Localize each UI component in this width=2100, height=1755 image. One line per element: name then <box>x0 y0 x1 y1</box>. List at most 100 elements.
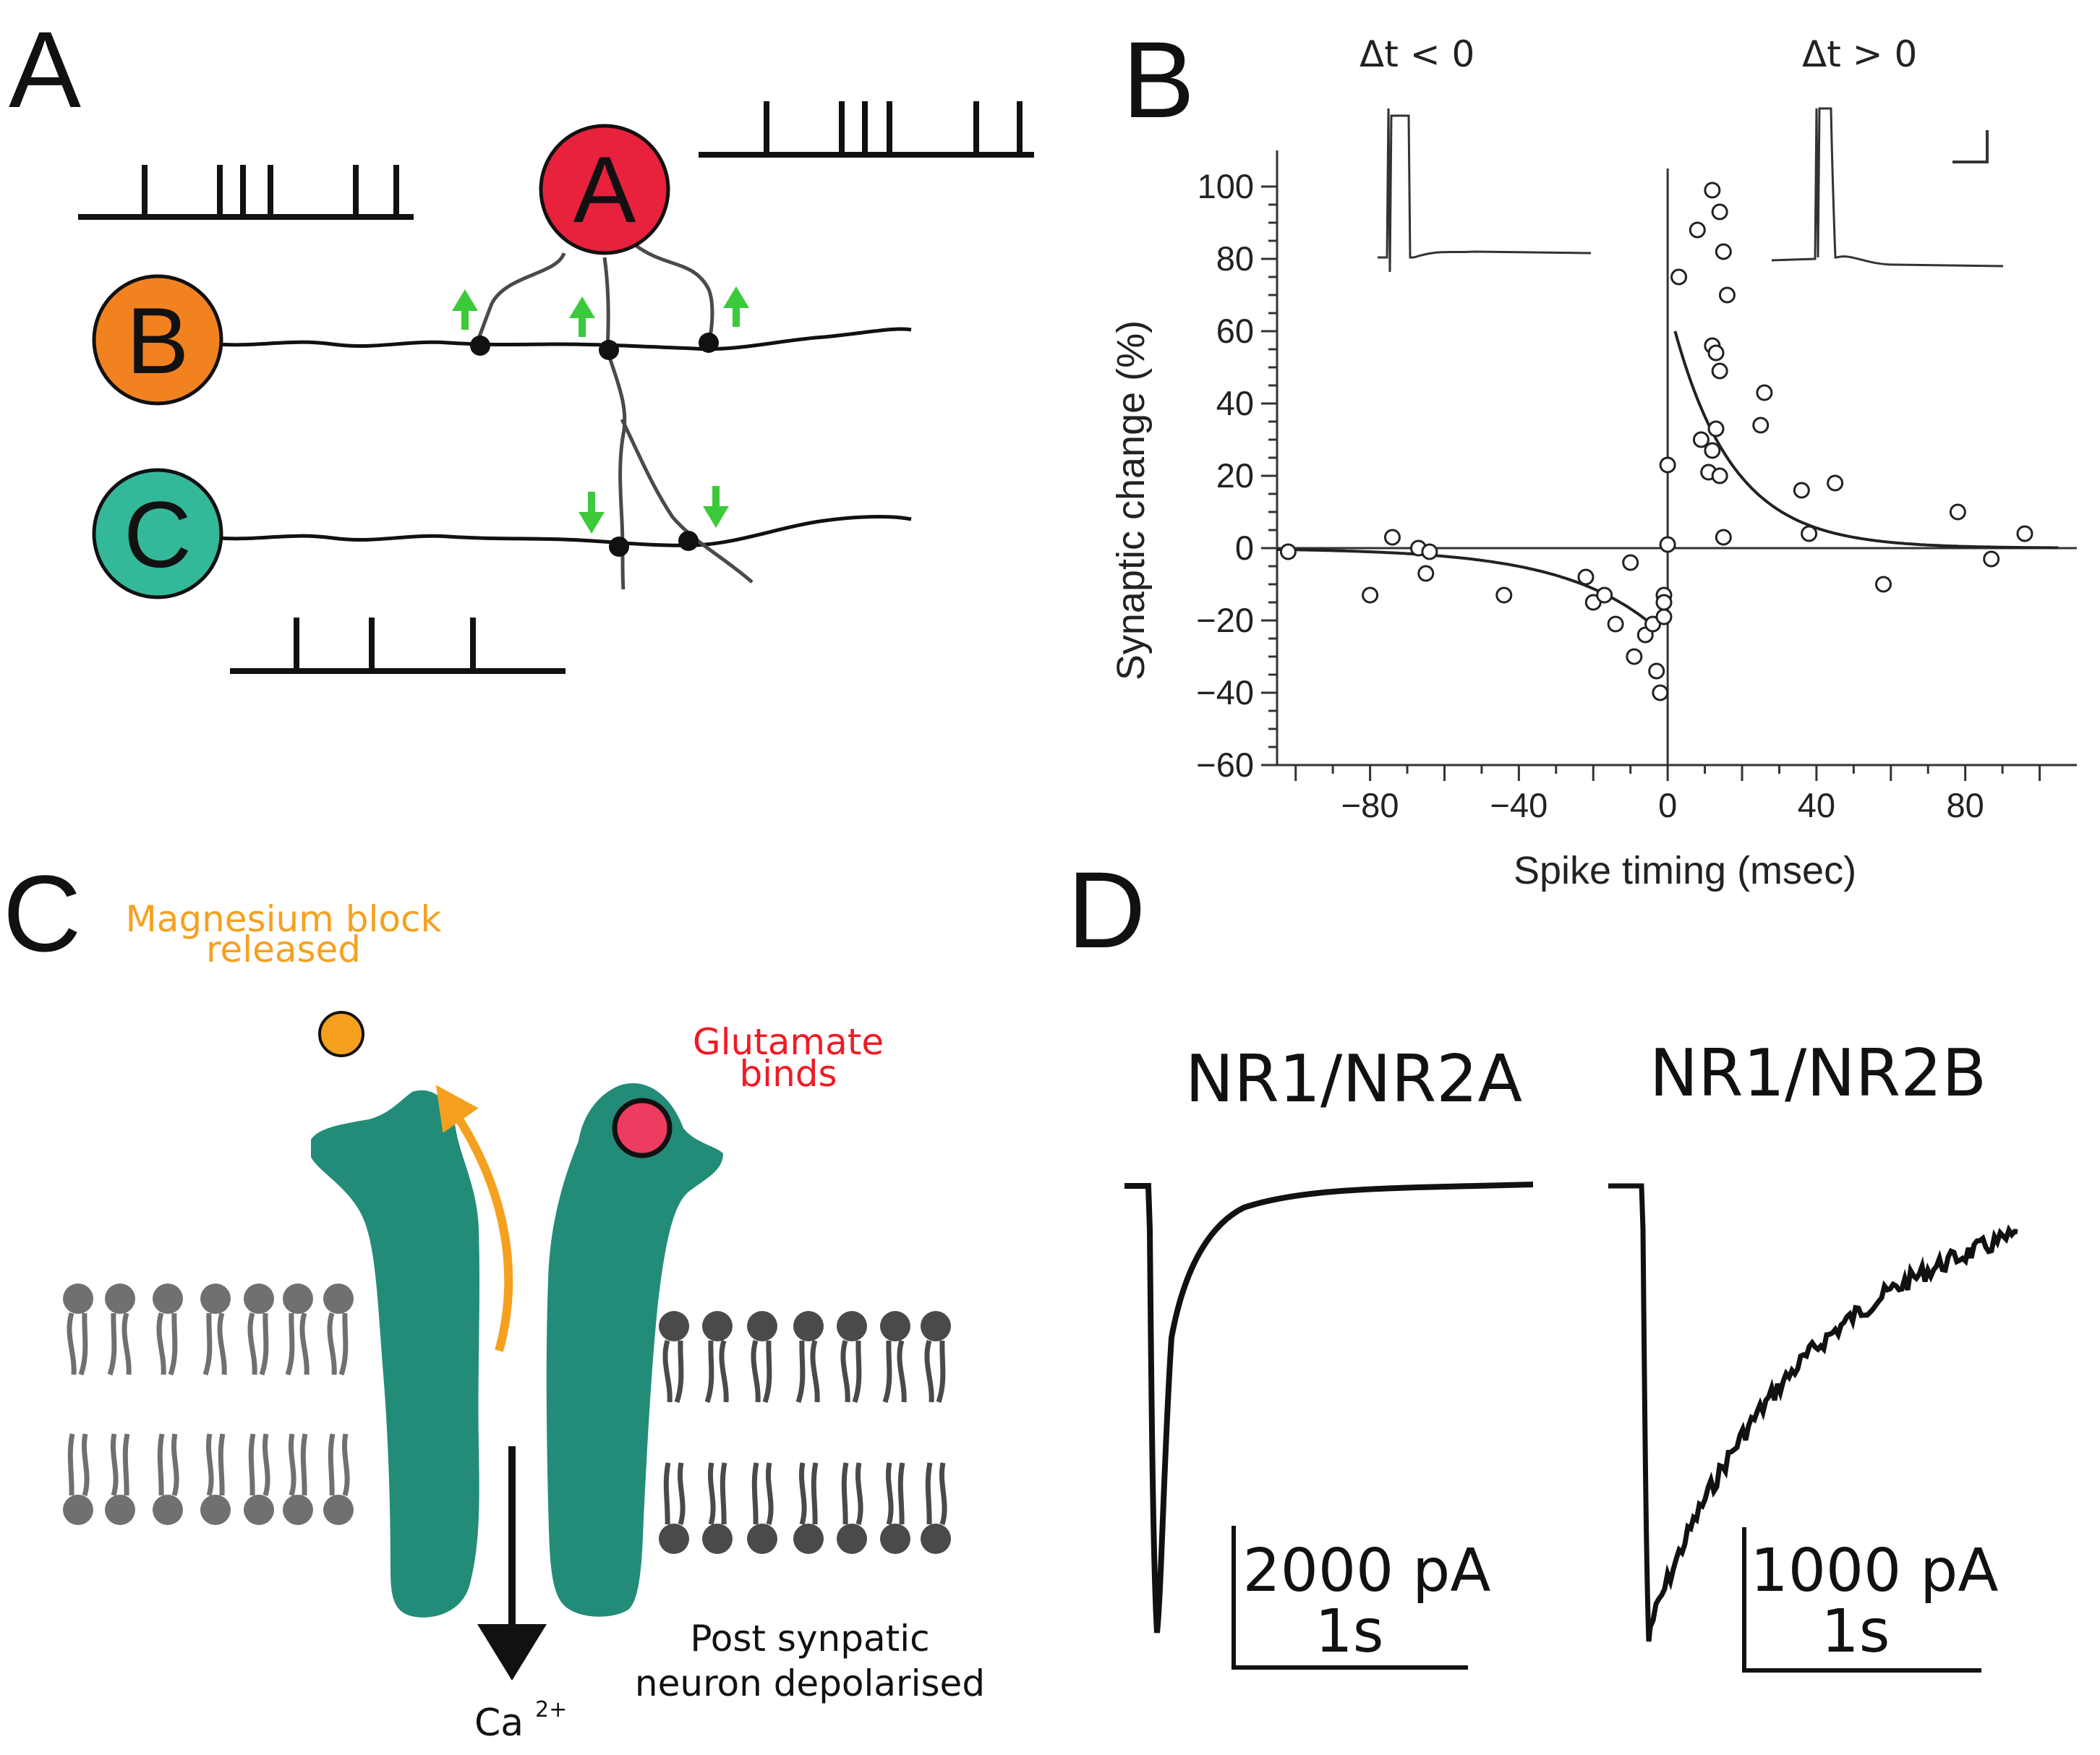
glu-label-line1: Glutamate <box>693 1021 884 1063</box>
data-point <box>1752 417 1770 434</box>
up-arrow-icon <box>569 296 595 337</box>
neuron-c-body <box>92 468 223 599</box>
data-point <box>1711 362 1728 380</box>
data-point <box>1383 529 1401 546</box>
y-tick-label: 20 <box>1216 456 1254 495</box>
data-point <box>1495 586 1513 604</box>
data-point <box>1801 525 1818 542</box>
post-label-line2: neuron depolarised <box>635 1662 985 1704</box>
depression-arrows <box>579 486 729 534</box>
data-point <box>1704 182 1721 199</box>
data-point <box>1756 384 1773 401</box>
spike-train-c <box>230 618 565 674</box>
current-trace-nr2b <box>1608 1183 2018 1642</box>
mg-label-line1: Magnesium block <box>126 898 442 940</box>
membrane-right <box>659 1311 951 1554</box>
down-arrow-icon <box>703 486 729 528</box>
channel-left-subunit <box>311 1090 479 1618</box>
phospholipid <box>283 1284 313 1525</box>
trace-title-nr2b: NR1/NR2B <box>1649 1036 1986 1111</box>
channel-right-subunit <box>546 1083 723 1617</box>
scale-current-nr2a: 2000 pA <box>1243 1537 1491 1605</box>
y-tick-label: −60 <box>1196 746 1254 784</box>
scale-bar-nr2a <box>1232 1526 1468 1670</box>
mg-release-arrow <box>435 1085 513 1352</box>
panel-b-letter: B <box>1122 19 1195 140</box>
x-tick-label: 80 <box>1947 786 1984 824</box>
data-point <box>1659 536 1676 553</box>
phospholipid <box>105 1284 135 1525</box>
up-arrow-icon <box>452 289 478 330</box>
stdp-axes: 100 80 60 40 20 0 −20 −40 −60 −80 −40 0 40 80 <box>1196 150 2077 824</box>
data-point <box>1689 221 1706 239</box>
phospholipid <box>659 1311 689 1554</box>
data-point <box>1622 554 1639 571</box>
fit-curve <box>1277 547 1657 630</box>
neuron-c: C <box>92 468 223 599</box>
data-point <box>1704 442 1721 459</box>
phospholipid <box>200 1284 231 1525</box>
stdp-fits <box>1277 330 2059 630</box>
neuron-a-body <box>539 124 670 255</box>
data-point <box>1875 576 1892 593</box>
data-point <box>1983 550 2000 568</box>
data-point <box>1692 431 1710 448</box>
phospholipid <box>921 1311 951 1554</box>
x-tick-label: −40 <box>1490 786 1548 824</box>
axon-c <box>216 515 912 547</box>
membrane-left <box>63 1284 354 1525</box>
spike-train-b <box>78 165 414 220</box>
current-trace-nr2a <box>1124 1182 1534 1634</box>
neuron-a-label: A <box>573 137 636 242</box>
ion-charge: 2+ <box>535 1697 567 1722</box>
phospholipid <box>880 1311 910 1554</box>
data-point <box>1949 503 1966 521</box>
inset-scale-bar <box>1952 130 1989 163</box>
data-point <box>1648 662 1665 680</box>
synapse-b1 <box>470 336 490 356</box>
data-point <box>1577 568 1595 586</box>
glu-label-line2: binds <box>739 1053 837 1095</box>
phospholipid <box>153 1284 183 1525</box>
phospholipid <box>747 1311 777 1554</box>
inset-trace-negative <box>1378 108 1592 273</box>
ion-label: Ca <box>474 1701 524 1745</box>
data-point <box>1718 286 1736 304</box>
y-tick-label: −20 <box>1196 601 1254 639</box>
data-point <box>1670 268 1688 286</box>
data-point <box>1707 420 1725 437</box>
synapse-b3 <box>699 333 719 353</box>
neuron-a: A <box>539 124 670 255</box>
data-point <box>1362 586 1379 604</box>
panel-d-letter: D <box>1067 849 1145 970</box>
inset-label-negative: Δt < 0 <box>1360 33 1474 75</box>
inset-trace-positive <box>1771 107 2004 268</box>
phospholipid <box>323 1284 354 1525</box>
y-tick-label: 80 <box>1216 239 1254 278</box>
scale-current-nr2b: 1000 pA <box>1751 1537 1999 1605</box>
data-point <box>1715 243 1732 260</box>
panel-a: A <box>9 9 1034 674</box>
data-point <box>1793 482 1810 499</box>
down-arrow-icon <box>579 492 605 534</box>
phospholipid <box>244 1284 274 1525</box>
up-arrow-icon <box>723 286 749 327</box>
y-tick-label: 60 <box>1216 312 1254 350</box>
data-point <box>1596 586 1613 604</box>
neuron-b: B <box>92 274 223 406</box>
data-point <box>1655 594 1673 611</box>
y-tick-label: 0 <box>1235 529 1254 567</box>
data-point <box>1659 456 1676 474</box>
potentiation-arrows <box>452 286 749 337</box>
scale-time-nr2a: 1s <box>1315 1597 1384 1666</box>
neuron-c-label: C <box>124 482 192 587</box>
data-point <box>1707 344 1725 362</box>
phospholipid <box>793 1311 824 1554</box>
axon-b <box>216 327 912 351</box>
data-point <box>1421 543 1438 560</box>
data-point <box>1655 608 1673 625</box>
synapse-b2 <box>599 340 619 360</box>
y-tick-label: −40 <box>1196 673 1254 712</box>
data-point <box>1711 467 1728 484</box>
